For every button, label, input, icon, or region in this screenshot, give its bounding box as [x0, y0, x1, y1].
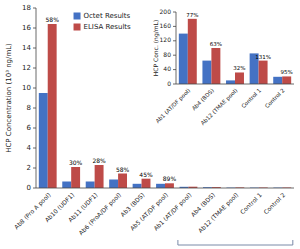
y-axis — [36, 8, 37, 188]
y-tick-label: 120 — [160, 36, 172, 43]
bars — [179, 19, 291, 84]
x-axis — [176, 84, 294, 85]
x-tick-label: Ab12 (TMAE pool) — [197, 191, 241, 235]
y-tick — [33, 108, 36, 109]
x-tick-label: Ab5 (AT/DF pool) — [128, 191, 169, 232]
x-tick-label: Control 2 — [262, 191, 286, 215]
bar — [235, 72, 244, 84]
annotation: 30% — [69, 159, 83, 166]
x-tick-label: Ab8 (Pro A pool) — [13, 191, 53, 231]
bar — [273, 77, 282, 84]
y-tick-label: 4 — [27, 144, 32, 152]
y-tick — [33, 68, 36, 69]
y-tick-label: 18 — [22, 4, 31, 12]
y-axis — [176, 12, 177, 84]
y-tick — [173, 26, 176, 27]
y-tick — [33, 28, 36, 29]
bar — [86, 182, 95, 189]
x-tick-label: Control 2 — [264, 87, 286, 109]
y-tick-label: 80 — [163, 51, 171, 58]
annotation: 45% — [139, 171, 153, 178]
bar — [71, 167, 80, 188]
annotation: 28% — [92, 157, 106, 164]
y-tick — [173, 69, 176, 70]
legend-swatch — [74, 13, 81, 20]
annotation: 32% — [233, 65, 245, 71]
x-tick-label: Ab1 (AT/DF pool) — [152, 191, 193, 232]
bar — [282, 76, 291, 84]
bar — [133, 184, 142, 188]
y-tick-label: 14 — [22, 44, 31, 52]
annotation: 58% — [46, 16, 60, 23]
bar — [142, 179, 151, 188]
bar — [211, 48, 220, 84]
y-axis-label: HCP Concentration (10³ ng/mL) — [5, 43, 13, 153]
bar — [62, 182, 71, 189]
x-tick-label: Control 1 — [240, 87, 262, 109]
y-tick-label: 6 — [27, 124, 32, 132]
annotation: 77% — [186, 12, 198, 18]
y-tick — [33, 128, 36, 129]
y-tick — [173, 40, 176, 41]
inset-background — [148, 2, 298, 130]
annotation: 63% — [210, 41, 222, 47]
y-tick — [33, 168, 36, 169]
x-tick-label: Ab1 (AT/DF pool) — [154, 87, 192, 125]
y-tick-label: 10 — [22, 84, 31, 92]
bar — [259, 61, 268, 84]
annotation: 95% — [281, 69, 293, 75]
bar — [39, 93, 48, 188]
bar — [179, 34, 188, 84]
annotation: 58% — [116, 166, 130, 173]
bar — [188, 19, 197, 84]
bar — [156, 184, 165, 188]
bar — [48, 24, 57, 188]
inset-chart: 0 40 80 120 160 200 Ab1 (AT/DF pool)Ab4 (BDS)A… — [148, 2, 298, 130]
y-tick-label: 160 — [160, 22, 172, 29]
y-tick-label: 8 — [27, 104, 31, 112]
bar — [95, 165, 104, 188]
legend-label: ELISA Results — [84, 23, 132, 31]
annotation: 89% — [163, 175, 177, 182]
y-tick-label: 0 — [27, 184, 31, 192]
y-tick — [33, 88, 36, 89]
y-axis-label: HCP Conc. (ng/mL) — [152, 20, 160, 77]
y-tick — [173, 84, 176, 85]
bar — [165, 183, 174, 188]
y-tick-label: 16 — [22, 24, 31, 32]
bar — [118, 174, 127, 189]
y-tick-label: 0 — [167, 80, 171, 87]
legend-label: Octet Results — [84, 12, 131, 20]
y-tick-label: 40 — [163, 65, 171, 72]
y-tick — [33, 48, 36, 49]
x-axis — [36, 188, 294, 189]
y-tick — [173, 12, 176, 13]
bar — [202, 61, 211, 84]
y-tick-label: 2 — [27, 164, 31, 172]
y-tick-label: 200 — [160, 8, 172, 15]
x-tick-label: Ab12 (TMAE pool) — [200, 87, 240, 127]
x-tick-label: Control 1 — [239, 191, 263, 215]
x-tick-label: Ab6 (ProA/DF pool) — [77, 191, 123, 237]
x-tick-label: Ab4 (BDS) — [191, 87, 215, 111]
legend: Octet Results ELISA Results — [74, 12, 132, 31]
y-tick-label: 12 — [22, 64, 31, 72]
legend-swatch — [74, 24, 81, 31]
bar — [226, 80, 235, 84]
annotation: 131% — [255, 54, 271, 60]
chart: 024681012141618Ab8 (Pro A pool)Ab10 (UDF… — [0, 0, 300, 249]
y-tick — [173, 55, 176, 56]
bracket — [178, 240, 293, 245]
bar — [109, 180, 118, 189]
y-tick — [33, 148, 36, 149]
y-tick — [33, 188, 36, 189]
y-tick — [33, 8, 36, 9]
